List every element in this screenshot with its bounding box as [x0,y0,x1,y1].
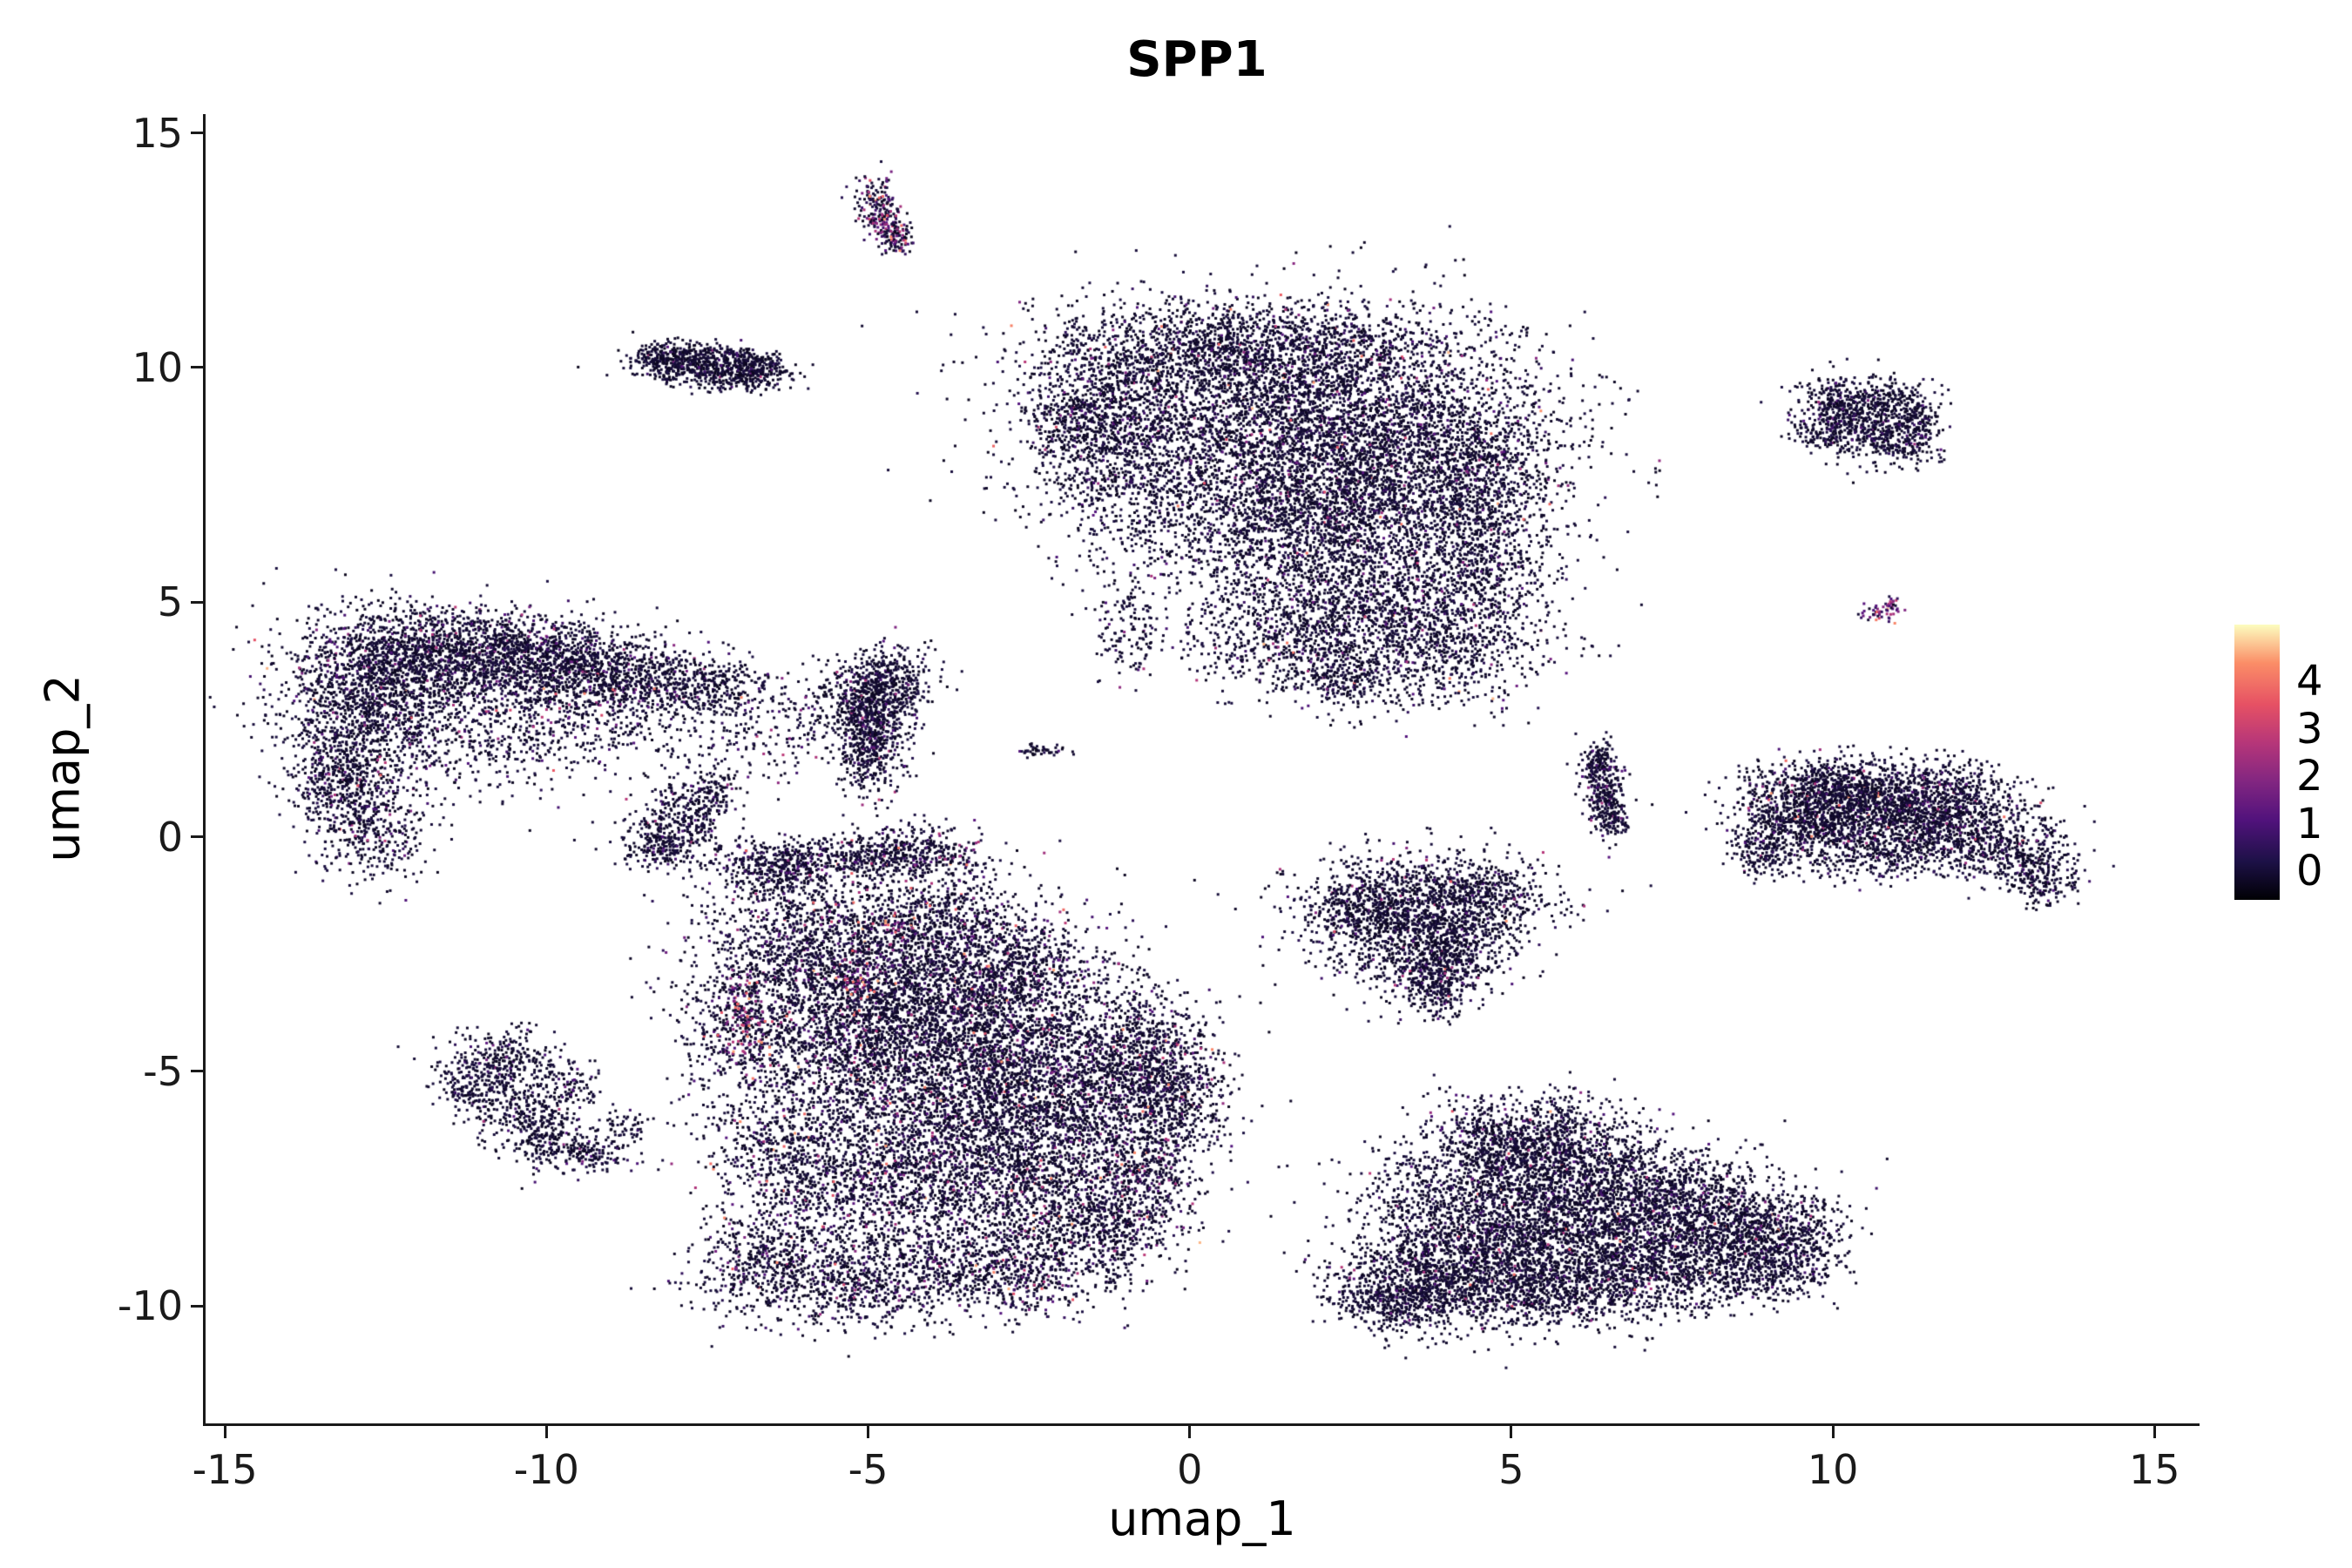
x-axis-line [203,1423,2200,1426]
x-tick-label: 5 [1498,1446,1524,1493]
x-tick-label: -5 [848,1446,889,1493]
x-tick-label: 0 [1177,1446,1203,1493]
y-tick-mark [191,835,203,839]
y-tick-label: 15 [132,109,183,157]
x-tick-label: 15 [2129,1446,2180,1493]
umap-scatter-canvas [206,114,2200,1423]
y-tick-mark [191,1070,203,1073]
colorbar-tick-label: 3 [2296,704,2323,754]
x-tick-mark [1510,1426,1513,1438]
x-tick-mark [2153,1426,2156,1438]
y-tick-mark [191,1304,203,1308]
y-axis-title: umap_2 [35,674,91,862]
y-tick-mark [191,366,203,369]
y-tick-mark [191,600,203,604]
y-tick-label: 0 [157,813,183,861]
x-tick-mark [1831,1426,1835,1438]
plot-panel [206,114,2200,1423]
y-tick-mark [191,132,203,135]
colorbar-tick-label: 2 [2296,752,2323,801]
y-tick-label: 10 [132,343,183,391]
x-tick-label: 10 [1807,1446,1859,1493]
colorbar-tick-label: 4 [2296,657,2323,706]
x-tick-mark [1188,1426,1192,1438]
x-tick-label: -15 [192,1446,258,1493]
plot-title: SPP1 [1126,31,1267,88]
x-axis-title: umap_1 [1108,1491,1296,1546]
colorbar-tick-label: 0 [2296,847,2323,896]
colorbar-gradient [2234,625,2280,900]
y-tick-label: 5 [157,578,183,626]
x-tick-mark [544,1426,548,1438]
x-tick-mark [223,1426,226,1438]
colorbar-tick-label: 1 [2296,799,2323,848]
x-tick-label: -10 [513,1446,579,1493]
y-axis-line [203,114,206,1426]
y-tick-label: -10 [117,1282,183,1330]
y-tick-label: -5 [143,1047,183,1095]
x-tick-mark [867,1426,870,1438]
